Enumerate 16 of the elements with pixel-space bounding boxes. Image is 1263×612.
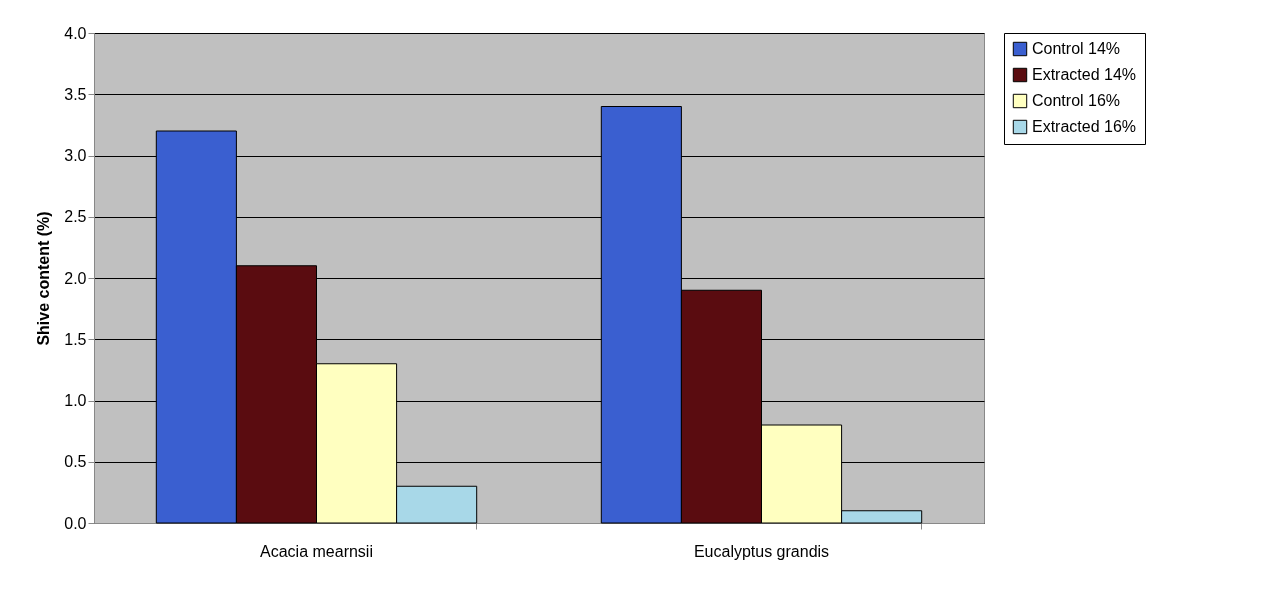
y-tick-label: 3.5 <box>64 85 87 103</box>
y-tick-label: 3.0 <box>64 147 87 164</box>
y-tick-label: 0.0 <box>64 514 87 532</box>
legend-label: Extracted 16% <box>1032 118 1137 135</box>
y-tick-label: 1.0 <box>64 392 87 409</box>
legend-label: Extracted 14% <box>1032 66 1137 83</box>
y-tick-label: 2.5 <box>64 208 87 226</box>
y-axis-title: Shive content (%) <box>35 211 53 346</box>
y-tick-label: 2.0 <box>64 269 87 287</box>
legend-label: Control 16% <box>1032 92 1121 109</box>
y-tick-label: 4.0 <box>64 24 87 42</box>
x-tick-label: Eucalyptus grandis <box>693 542 830 560</box>
x-tick-label: Acacia mearnsii <box>260 542 373 560</box>
y-tick-label: 0.5 <box>64 453 87 471</box>
legend-label: Control 14% <box>1032 40 1121 57</box>
y-tick-label: 1.5 <box>64 330 87 348</box>
